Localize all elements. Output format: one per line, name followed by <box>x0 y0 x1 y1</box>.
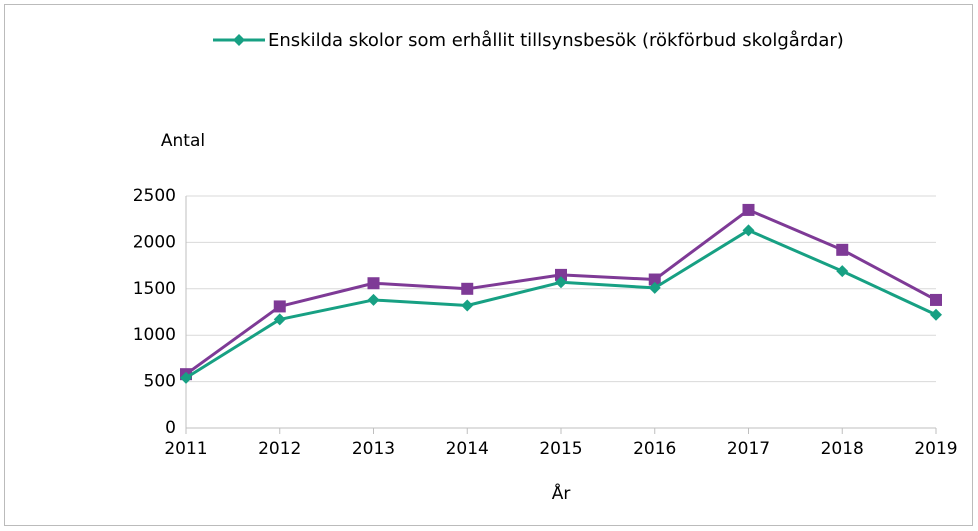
data-point <box>367 277 380 290</box>
data-point <box>180 371 192 384</box>
data-point <box>461 282 474 295</box>
x-tick-label: 2012 <box>258 439 301 459</box>
y-tick-label: 1000 <box>133 325 176 345</box>
x-tick-label: 2019 <box>914 439 957 459</box>
data-point <box>742 224 755 237</box>
data-point <box>930 308 942 321</box>
x-tick-label: 2017 <box>727 439 770 459</box>
series-line <box>185 228 937 380</box>
data-point <box>742 203 755 216</box>
data-point <box>273 313 286 326</box>
data-point <box>648 281 661 294</box>
legend-marker <box>233 34 245 46</box>
x-tick-label: 2013 <box>352 439 395 459</box>
x-axis-label: År <box>552 482 571 504</box>
x-tick-label: 2014 <box>446 439 489 459</box>
data-point <box>930 293 942 306</box>
y-tick-label: 1500 <box>133 279 176 299</box>
y-tick-label: 0 <box>165 418 176 438</box>
data-point <box>555 276 567 289</box>
y-tick-label: 2000 <box>133 232 176 252</box>
x-tick-label: 2018 <box>821 439 864 459</box>
x-tick-label: 2011 <box>164 439 207 459</box>
x-tick-label: 2016 <box>633 439 676 459</box>
data-point <box>648 273 661 286</box>
y-axis-label: Antal <box>161 131 205 151</box>
series-line <box>185 208 937 376</box>
x-tick-label: 2015 <box>539 439 582 459</box>
y-tick-label: 500 <box>144 372 176 392</box>
legend-label: Enskilda skolor som erhållit tillsynsbes… <box>268 30 844 51</box>
chart-border <box>4 4 973 526</box>
data-point <box>273 300 286 313</box>
data-point <box>836 265 849 278</box>
data-point <box>836 243 849 256</box>
y-tick-label: 2500 <box>133 186 176 206</box>
data-point <box>461 299 474 312</box>
data-point <box>555 268 567 281</box>
data-point <box>367 293 380 306</box>
